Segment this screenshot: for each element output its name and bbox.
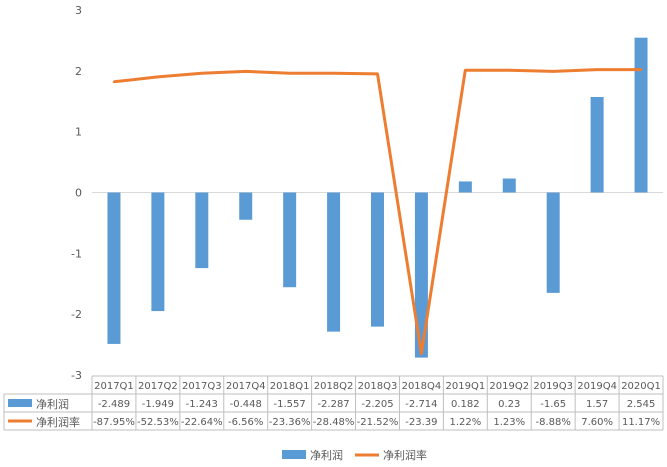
table-cell-value: -21.52% <box>357 417 399 428</box>
table-cell-value: -2.287 <box>317 399 349 410</box>
legend-label-net-margin: 净利润率 <box>383 448 427 462</box>
table-key-bar <box>8 399 32 407</box>
table-cell-value: 7.60% <box>581 417 613 428</box>
table-series-name: 净利润率 <box>36 415 80 429</box>
x-category-label: 2018Q3 <box>358 381 398 392</box>
line-point-2018Q3 <box>376 72 379 76</box>
x-category-label: 2018Q1 <box>270 381 310 392</box>
table-cell-value: 0.182 <box>451 399 480 410</box>
table-cell-value: -23.39 <box>405 417 437 428</box>
table-cell-value: -2.714 <box>405 399 437 410</box>
line-point-2019Q4 <box>595 68 599 71</box>
bar-2019Q4 <box>590 96 604 193</box>
bar-2017Q3 <box>195 192 209 269</box>
table-cell-value: 11.17% <box>622 417 660 428</box>
y-tick-label: -2 <box>71 308 82 321</box>
table-cell-value: -6.56% <box>228 417 263 428</box>
bar-2019Q1 <box>458 181 472 193</box>
bar-2018Q4 <box>414 192 428 358</box>
x-category-label: 2017Q1 <box>94 381 134 392</box>
line-point-2017Q3 <box>200 72 204 75</box>
bar-2019Q3 <box>546 192 560 293</box>
table-cell-value: -1.243 <box>186 399 218 410</box>
line-point-2018Q1 <box>288 72 291 75</box>
legend-key-bar <box>282 450 306 459</box>
legend-label-net-profit: 净利润 <box>310 448 343 462</box>
x-category-label: 2020Q1 <box>621 381 661 392</box>
x-category-label: 2019Q2 <box>489 381 529 392</box>
x-category-label: 2017Q2 <box>138 381 178 392</box>
table-cell-value: 1.22% <box>449 417 481 428</box>
y-tick-label: -1 <box>71 247 82 260</box>
table-cell-value: -28.48% <box>313 417 355 428</box>
bar-2020Q1 <box>634 37 648 193</box>
table-cell-value: 1.57 <box>586 399 608 410</box>
x-category-label: 2018Q2 <box>314 381 354 392</box>
table-cell-value: -8.88% <box>535 417 570 428</box>
bar-2018Q1 <box>283 192 297 288</box>
table-cell-value: -87.95% <box>93 417 135 428</box>
table-cell-value: -23.36% <box>269 417 311 428</box>
line-point-2017Q1 <box>112 80 116 83</box>
y-tick-label: 3 <box>75 4 82 17</box>
x-category-label: 2019Q1 <box>446 381 486 392</box>
y-tick-label: 1 <box>75 126 82 139</box>
bar-2017Q1 <box>107 192 121 344</box>
y-tick-label: 2 <box>75 65 82 78</box>
table-cell-value: -52.53% <box>137 417 179 428</box>
table-cell-value: -2.205 <box>361 399 393 410</box>
line-point-2018Q4 <box>420 352 423 355</box>
table-cell-value: -0.448 <box>230 399 262 410</box>
x-category-label: 2017Q4 <box>226 381 266 392</box>
bar-2019Q2 <box>502 178 516 193</box>
table-cell-value: 0.23 <box>498 399 520 410</box>
x-category-label: 2017Q3 <box>182 381 222 392</box>
table-cell-value: -2.489 <box>98 399 130 410</box>
bar-2018Q3 <box>371 192 384 327</box>
table-series-name: 净利润 <box>36 397 69 411</box>
line-point-2020Q1 <box>639 68 643 71</box>
table-cell-value: -22.64% <box>181 417 223 428</box>
table-cell-value: 1.23% <box>493 417 525 428</box>
bar-2017Q2 <box>151 192 165 312</box>
x-category-label: 2019Q3 <box>533 381 573 392</box>
bar-2017Q4 <box>239 192 253 220</box>
table-cell-value: 2.545 <box>627 399 656 410</box>
line-point-2019Q2 <box>508 69 511 72</box>
line-point-2017Q4 <box>244 70 247 73</box>
line-point-2019Q1 <box>464 69 467 72</box>
y-tick-label: 0 <box>75 187 82 200</box>
table-cell-value: -1.949 <box>142 399 174 410</box>
line-point-2018Q2 <box>332 72 335 75</box>
line-point-2019Q3 <box>551 70 555 73</box>
y-tick-label: -3 <box>71 369 82 382</box>
bar-2018Q2 <box>327 192 341 332</box>
table-cell-value: -1.65 <box>540 399 566 410</box>
line-point-2017Q2 <box>156 75 160 79</box>
x-category-label: 2019Q4 <box>577 381 617 392</box>
table-cell-value: -1.557 <box>274 399 306 410</box>
x-category-label: 2018Q4 <box>402 381 442 392</box>
